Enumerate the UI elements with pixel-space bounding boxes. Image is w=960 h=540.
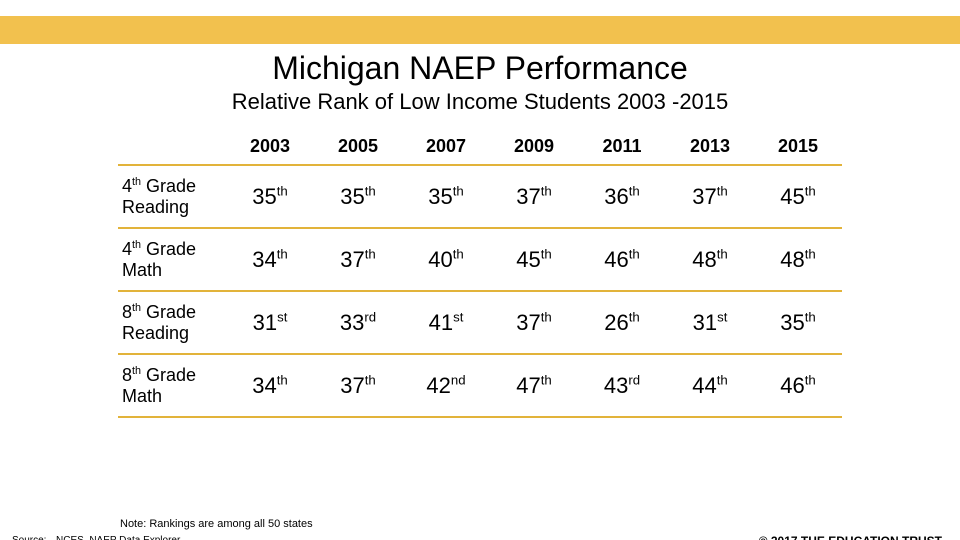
col-header-2013: 2013	[666, 129, 754, 165]
col-header-2009: 2009	[490, 129, 578, 165]
header-blank	[118, 129, 226, 165]
page-subtitle: Relative Rank of Low Income Students 200…	[0, 89, 960, 115]
rank-cell: 26th	[578, 292, 666, 354]
row-label: 4th GradeMath	[118, 229, 226, 291]
table-header-row: 2003200520072009201120132015	[118, 129, 842, 165]
col-header-2005: 2005	[314, 129, 402, 165]
gold-bar	[0, 16, 960, 44]
rank-cell: 45th	[490, 229, 578, 291]
rank-cell: 36th	[578, 166, 666, 228]
page-title: Michigan NAEP Performance	[0, 50, 960, 87]
col-header-2015: 2015	[754, 129, 842, 165]
rank-cell: 35th	[402, 166, 490, 228]
table-row: 4th GradeReading35th35th35th37th36th37th…	[118, 166, 842, 228]
col-header-2011: 2011	[578, 129, 666, 165]
rank-cell: 35th	[314, 166, 402, 228]
rank-cell: 41st	[402, 292, 490, 354]
note-text: Note: Rankings are among all 50 states	[120, 518, 313, 530]
table-row: 8th GradeMath34th37th42nd47th43rd44th46t…	[118, 355, 842, 417]
rank-cell: 37th	[490, 292, 578, 354]
rank-cell: 46th	[754, 355, 842, 417]
footer: Note: Rankings are among all 50 states S…	[0, 534, 960, 540]
slide: Michigan NAEP Performance Relative Rank …	[0, 16, 960, 540]
rank-cell: 48th	[666, 229, 754, 291]
rank-cell: 43rd	[578, 355, 666, 417]
rank-cell: 37th	[314, 229, 402, 291]
table-wrap: 2003200520072009201120132015 4th GradeRe…	[0, 129, 960, 418]
rank-cell: 33rd	[314, 292, 402, 354]
rank-table: 2003200520072009201120132015 4th GradeRe…	[118, 129, 842, 418]
rank-cell: 42nd	[402, 355, 490, 417]
source-label: Source:	[12, 535, 46, 540]
rank-cell: 44th	[666, 355, 754, 417]
col-header-2003: 2003	[226, 129, 314, 165]
rank-cell: 35th	[754, 292, 842, 354]
table-head: 2003200520072009201120132015	[118, 129, 842, 165]
row-label: 8th GradeReading	[118, 292, 226, 354]
rank-cell: 37th	[666, 166, 754, 228]
rank-cell: 34th	[226, 229, 314, 291]
rank-cell: 46th	[578, 229, 666, 291]
rank-cell: 40th	[402, 229, 490, 291]
col-header-2007: 2007	[402, 129, 490, 165]
rank-cell: 35th	[226, 166, 314, 228]
table-body: 4th GradeReading35th35th35th37th36th37th…	[118, 165, 842, 418]
rank-cell: 45th	[754, 166, 842, 228]
row-label: 4th GradeReading	[118, 166, 226, 228]
rank-cell: 31st	[666, 292, 754, 354]
rank-cell: 48th	[754, 229, 842, 291]
table-row: 8th GradeReading31st33rd41st37th26th31st…	[118, 292, 842, 354]
rank-cell: 47th	[490, 355, 578, 417]
row-label: 8th GradeMath	[118, 355, 226, 417]
rank-cell: 37th	[314, 355, 402, 417]
rank-cell: 34th	[226, 355, 314, 417]
table-divider	[118, 417, 842, 418]
rank-cell: 37th	[490, 166, 578, 228]
table-row: 4th GradeMath34th37th40th45th46th48th48t…	[118, 229, 842, 291]
copyright-text: © 2017 THE EDUCATION TRUST	[759, 534, 942, 540]
source-text: NCES, NAEP Data Explorer	[56, 535, 180, 540]
rank-cell: 31st	[226, 292, 314, 354]
